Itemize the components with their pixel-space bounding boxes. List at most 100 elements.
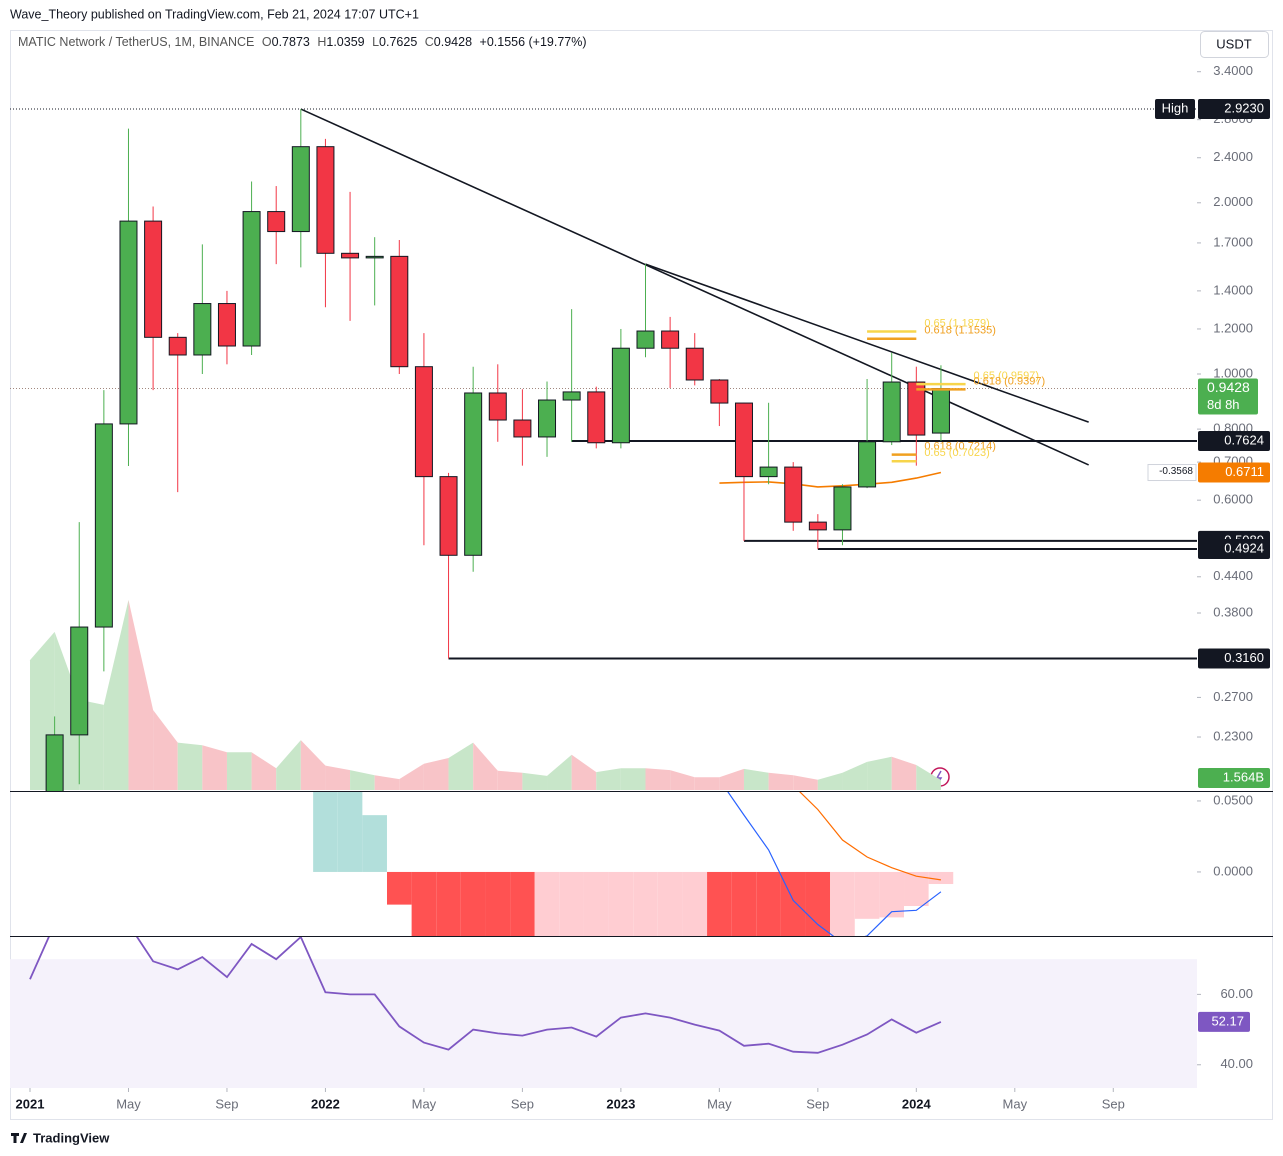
candle-body	[94, 423, 113, 628]
macd-histogram-bar	[313, 792, 338, 872]
candle-body	[734, 402, 753, 478]
fib-label: 0.65 (1.1879)	[924, 317, 989, 329]
volume-area	[177, 742, 203, 790]
fib-label: 0.65 (0.9597)	[974, 370, 1039, 382]
y-tick-label: 0.4400	[1213, 568, 1253, 583]
volume-area	[276, 740, 301, 790]
candle-body	[808, 521, 827, 531]
macd-histogram-bar	[534, 871, 560, 936]
y-tick-label: 1.2000	[1213, 320, 1253, 335]
level-tag: 0.4924	[1224, 540, 1264, 555]
y-tick-label: 3.4000	[1213, 63, 1253, 78]
macd-histogram-bar	[460, 871, 486, 936]
ma-tag: 0.6711	[1225, 464, 1264, 479]
volume-area	[842, 761, 868, 790]
currency[interactable]: USDT	[1216, 36, 1251, 51]
y-tick-label: 40.00	[1220, 1056, 1253, 1071]
ohlc-value: 0.9428	[434, 35, 472, 49]
candle-body	[365, 255, 384, 259]
candle-body	[587, 391, 606, 444]
y-tick-label: 1.7000	[1213, 234, 1253, 249]
volume-area	[571, 754, 597, 790]
y-tick-label: 0.2300	[1213, 728, 1253, 743]
currency-button[interactable]	[1200, 31, 1269, 58]
candle-body	[882, 381, 901, 443]
volume-area	[522, 772, 548, 790]
macd-histogram-bar	[337, 792, 363, 872]
candle-body	[538, 399, 557, 438]
symbol-title: MATIC Network / TetherUS, 1M, BINANCE	[18, 35, 254, 49]
macd-histogram-bar	[633, 871, 658, 936]
high-value: 2.9230	[1224, 100, 1264, 115]
candle-body	[193, 303, 212, 356]
macd-histogram-bar	[928, 871, 954, 885]
x-tick-label: May	[1003, 1096, 1028, 1111]
ma-line	[719, 471, 942, 488]
volume-area	[153, 710, 178, 790]
fib-label: 0.618 (1.1535)	[924, 325, 996, 337]
candle-body	[685, 347, 704, 381]
candle-body	[784, 466, 803, 523]
volume-area	[399, 763, 424, 790]
high-tag-box	[1155, 99, 1195, 120]
candle-body	[45, 734, 64, 791]
macd-histogram-bar	[559, 871, 584, 936]
level-tag-box	[1198, 431, 1270, 452]
candle-body	[562, 391, 581, 401]
high-tag: High	[1162, 100, 1189, 115]
fib-label: 0.65 (0.7023)	[924, 447, 989, 459]
macd-pane	[313, 792, 954, 936]
candle-body	[661, 330, 680, 349]
level-tag-box	[1198, 538, 1270, 559]
rsi-tag-box	[1198, 1011, 1250, 1032]
y-tick-label: 60.00	[1220, 986, 1253, 1001]
candle-body	[907, 381, 926, 436]
price-tag-box	[1198, 378, 1258, 415]
volume-area	[103, 599, 129, 790]
y-tick-label: 0.0500	[1213, 792, 1253, 807]
y-tick-label: 0.6000	[1213, 492, 1253, 507]
x-tick-label: 2022	[311, 1096, 340, 1111]
rsi-line	[29, 937, 942, 1054]
volume-area	[670, 770, 695, 790]
macd-histogram-bar	[411, 871, 437, 936]
trendline	[645, 263, 1089, 423]
x-tick-label: Sep	[1102, 1096, 1125, 1111]
ma-tag-box	[1198, 462, 1270, 483]
level-tag-box	[1198, 648, 1270, 669]
macd-histogram-bar	[657, 871, 683, 936]
trendline	[300, 108, 1089, 466]
y-tick-label: 0.0000	[1213, 863, 1253, 878]
ohlc-value: 1.0359	[326, 35, 364, 49]
y-tick-label: 2.4000	[1213, 149, 1253, 164]
candle-body	[858, 441, 877, 488]
ohlc-letter: C	[425, 35, 434, 49]
volume-area	[226, 752, 252, 790]
volume-area	[620, 768, 646, 790]
macd-histogram-bar	[682, 871, 708, 936]
candle-body	[242, 211, 261, 347]
volume-area	[793, 775, 818, 790]
volume-tag-box	[1198, 768, 1270, 788]
candle-body	[119, 220, 138, 425]
ohlc-value: 0.7873	[272, 35, 310, 49]
candle-body	[414, 366, 433, 478]
candle-body	[488, 392, 507, 421]
macd-histogram-bar	[707, 871, 732, 936]
high-value-box	[1198, 99, 1270, 120]
candle-body	[759, 466, 778, 478]
candle-body	[833, 486, 852, 531]
x-tick-label: Sep	[215, 1096, 238, 1111]
volume-tag: 1.564B	[1223, 769, 1264, 784]
x-tick-label: May	[707, 1096, 732, 1111]
candle-body	[611, 347, 630, 444]
ma-offset: -0.3568	[1159, 466, 1193, 477]
x-tick-label: Sep	[806, 1096, 829, 1111]
rsi-pane	[10, 937, 1197, 1088]
ohlc-letter: H	[317, 35, 326, 49]
macd-histogram-bar	[387, 871, 412, 905]
x-tick-label: May	[116, 1096, 141, 1111]
y-tick-label: 1.0000	[1213, 365, 1253, 380]
fib-label: 0.618 (0.7214)	[924, 441, 996, 453]
price-pane: 0.65 (1.1879)0.618 (1.1535) 0.65 (0.9597)…	[10, 108, 1197, 791]
